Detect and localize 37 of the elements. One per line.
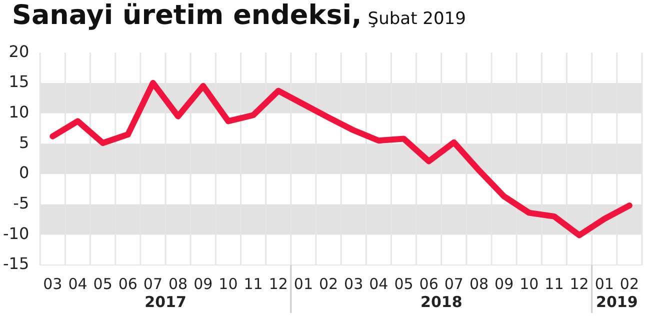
- y-tick-label: -15: [2, 254, 30, 274]
- chart-subtitle: Şubat 2019: [368, 9, 466, 29]
- x-tick-label: 01: [294, 274, 313, 293]
- text: 2018: [420, 292, 462, 311]
- x-tick-label: 11: [244, 274, 263, 293]
- x-tick-label: 07: [444, 274, 464, 293]
- x-tick-label: 09: [194, 274, 213, 293]
- x-tick-label: 06: [419, 274, 438, 293]
- y-tick-label: 0: [18, 163, 30, 182]
- y-tick-label: 10: [8, 102, 30, 122]
- x-tick-label: 05: [394, 274, 414, 293]
- text: 2017: [144, 292, 186, 311]
- x-tick-label: 10: [218, 274, 238, 293]
- x-tick-label: 08: [469, 274, 489, 293]
- x-tick-label: 10: [520, 274, 539, 293]
- x-tick-label: 01: [594, 274, 614, 293]
- y-tick-label: -5: [13, 193, 30, 212]
- x-tick-label: 12: [268, 274, 288, 293]
- text: 2019: [596, 292, 638, 311]
- x-tick-label: 05: [93, 274, 112, 293]
- x-tick-label: 02: [620, 274, 640, 293]
- x-tick-label: 11: [544, 274, 564, 293]
- x-tick-label: 06: [118, 274, 138, 293]
- chart-title: Sanayi üretim endeksi,: [12, 0, 362, 31]
- x-tick-label: 03: [344, 274, 364, 293]
- x-tick-label: 02: [318, 274, 338, 293]
- x-tick-label: 09: [494, 274, 514, 293]
- y-tick-label: 5: [18, 132, 30, 152]
- x-tick-label: 03: [43, 274, 62, 293]
- x-tick-label: 04: [68, 274, 88, 293]
- x-tick-label: 08: [168, 274, 188, 293]
- x-tick-label: 07: [143, 274, 163, 293]
- x-tick-label: 04: [369, 274, 388, 293]
- y-tick-label: 20: [8, 42, 30, 61]
- x-tick-label: 12: [570, 274, 589, 293]
- y-tick-label: -10: [2, 224, 30, 243]
- y-tick-label: 15: [8, 72, 30, 92]
